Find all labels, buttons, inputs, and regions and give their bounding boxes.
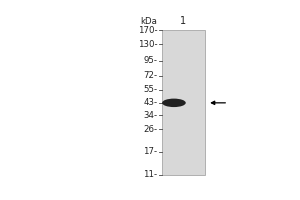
Text: 72-: 72- <box>143 71 157 80</box>
Ellipse shape <box>162 99 186 107</box>
Bar <box>162 30 205 175</box>
Text: 55-: 55- <box>143 85 157 94</box>
Text: 43-: 43- <box>143 98 157 107</box>
Text: 130-: 130- <box>138 40 157 49</box>
Text: 11-: 11- <box>143 170 157 179</box>
Text: 95-: 95- <box>143 56 157 65</box>
Text: 17-: 17- <box>143 147 157 156</box>
Text: 1: 1 <box>180 16 187 26</box>
Text: 34-: 34- <box>143 111 157 120</box>
Text: kDa: kDa <box>140 17 157 26</box>
Text: 170-: 170- <box>138 26 157 35</box>
Text: 26-: 26- <box>143 125 157 134</box>
